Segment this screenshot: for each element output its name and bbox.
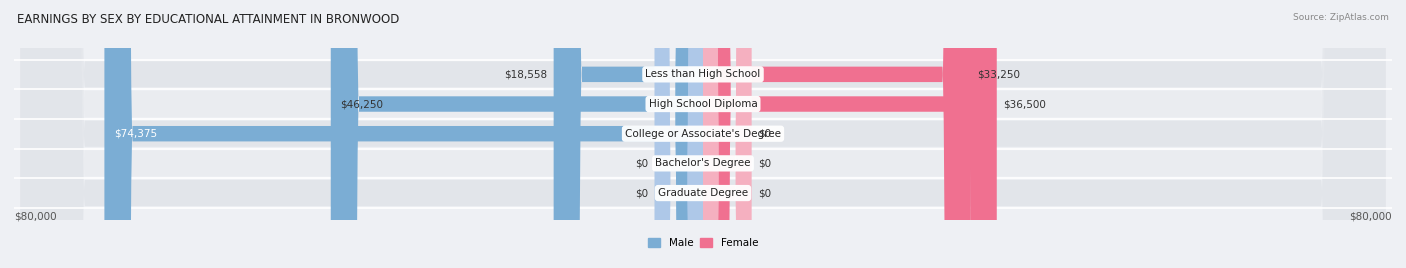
Text: $0: $0 — [758, 129, 770, 139]
Text: Graduate Degree: Graduate Degree — [658, 188, 748, 198]
FancyBboxPatch shape — [703, 0, 751, 268]
FancyBboxPatch shape — [21, 0, 1385, 268]
FancyBboxPatch shape — [21, 0, 1385, 268]
FancyBboxPatch shape — [703, 0, 751, 268]
Text: Bachelor's Degree: Bachelor's Degree — [655, 158, 751, 168]
Text: $74,375: $74,375 — [114, 129, 157, 139]
Text: High School Diploma: High School Diploma — [648, 99, 758, 109]
Text: College or Associate's Degree: College or Associate's Degree — [626, 129, 780, 139]
Text: $80,000: $80,000 — [1350, 211, 1392, 221]
Text: $0: $0 — [758, 188, 770, 198]
FancyBboxPatch shape — [703, 0, 751, 268]
FancyBboxPatch shape — [21, 0, 1385, 268]
FancyBboxPatch shape — [21, 0, 1385, 268]
FancyBboxPatch shape — [655, 0, 703, 268]
FancyBboxPatch shape — [554, 0, 703, 268]
Text: $0: $0 — [636, 188, 648, 198]
Text: $18,558: $18,558 — [505, 69, 547, 79]
FancyBboxPatch shape — [104, 0, 703, 268]
Text: $0: $0 — [758, 158, 770, 168]
Text: EARNINGS BY SEX BY EDUCATIONAL ATTAINMENT IN BRONWOOD: EARNINGS BY SEX BY EDUCATIONAL ATTAINMEN… — [17, 13, 399, 27]
Text: $33,250: $33,250 — [977, 69, 1019, 79]
Text: $36,500: $36,500 — [1004, 99, 1046, 109]
Text: $46,250: $46,250 — [340, 99, 384, 109]
FancyBboxPatch shape — [703, 0, 970, 268]
FancyBboxPatch shape — [655, 0, 703, 268]
Text: $0: $0 — [636, 158, 648, 168]
Text: Source: ZipAtlas.com: Source: ZipAtlas.com — [1294, 13, 1389, 23]
Legend: Male, Female: Male, Female — [644, 234, 762, 252]
Text: Less than High School: Less than High School — [645, 69, 761, 79]
FancyBboxPatch shape — [330, 0, 703, 268]
FancyBboxPatch shape — [703, 0, 997, 268]
Text: $80,000: $80,000 — [14, 211, 56, 221]
FancyBboxPatch shape — [21, 0, 1385, 268]
